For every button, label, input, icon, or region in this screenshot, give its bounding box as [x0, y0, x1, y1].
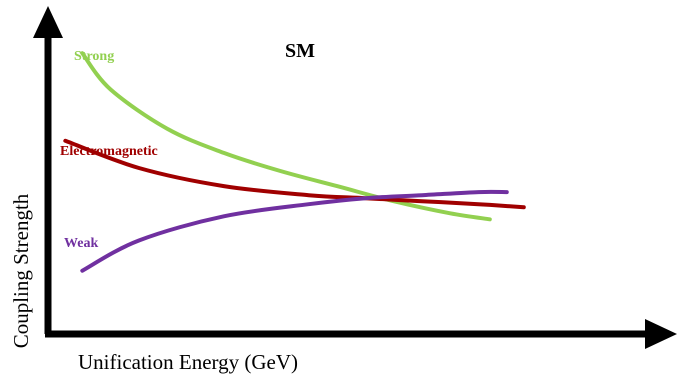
chart-title: SM: [285, 40, 315, 62]
y-axis-label: Coupling Strength: [9, 193, 33, 348]
x-axis-arrow-icon: [645, 319, 677, 349]
series-line-electromagnetic: [63, 138, 526, 210]
x-axis-label: Unification Energy (GeV): [78, 350, 298, 374]
series-label-electromagnetic: Electromagnetic: [60, 144, 158, 159]
series-layer: [63, 51, 526, 273]
y-axis-arrow-icon: [33, 6, 63, 38]
series-line-strong: [80, 51, 492, 222]
series-label-weak: Weak: [64, 236, 98, 251]
series-label-strong: Strong: [74, 49, 114, 64]
series-line-weak: [80, 189, 509, 273]
